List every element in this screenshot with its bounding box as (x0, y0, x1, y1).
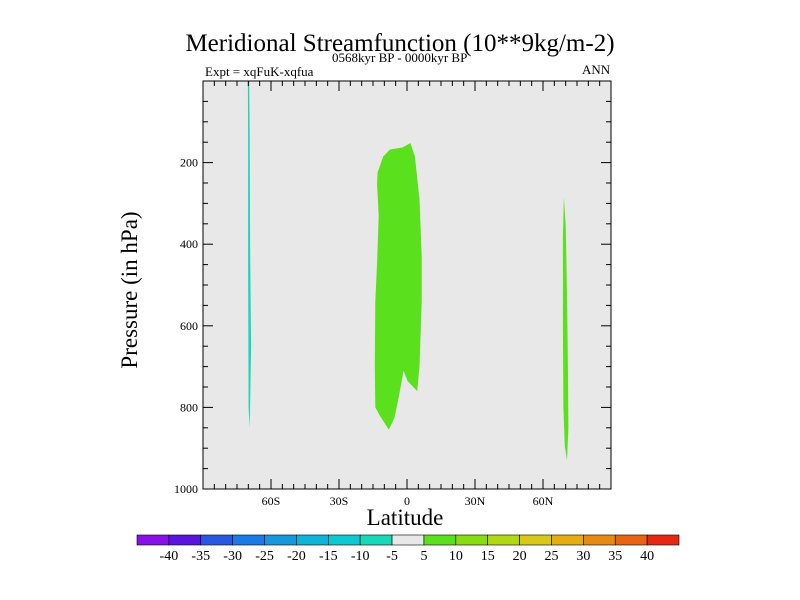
y-tick-label: 800 (180, 400, 198, 414)
y-tick-label: 200 (180, 156, 198, 170)
colorbar-swatch (391, 534, 425, 546)
colorbar-label: -5 (386, 549, 398, 564)
colorbar-label: 20 (513, 549, 527, 564)
nh-high-lat-positive (562, 197, 569, 461)
colorbar-swatch (551, 534, 584, 546)
period-label: 0568kyr BP - 0000kyr BP (332, 50, 468, 65)
x-tick-label: 60S (262, 494, 281, 508)
contour-regions (247, 81, 569, 461)
colorbar-label: -35 (191, 549, 210, 564)
y-tick-label: 600 (180, 319, 198, 333)
x-tick-label: 0 (404, 494, 410, 508)
colorbar-label: -10 (351, 549, 370, 564)
colorbar-swatch (296, 534, 329, 546)
colorbar-swatch (487, 534, 520, 546)
colorbar-label: 40 (640, 549, 654, 564)
x-tick-label: 30N (465, 494, 486, 508)
colorbar-swatch (232, 534, 265, 546)
colorbar: -40 -35 -30 -25 -20 -15 -10 -5 5 10 15 20 25 30 35 40 (136, 534, 680, 564)
y-axis-label: Pressure (in hPa) (117, 211, 142, 369)
colorbar-swatch (359, 534, 393, 546)
x-axis-label: Latitude (366, 505, 444, 530)
sh-high-lat-negative (247, 81, 252, 428)
colorbar-label: -30 (223, 549, 242, 564)
colorbar-swatch (614, 534, 648, 546)
colorbar-label: 10 (449, 549, 463, 564)
colorbar-label: 5 (420, 549, 427, 564)
colorbar-swatch (423, 534, 457, 546)
colorbar-label: 25 (544, 549, 558, 564)
colorbar-swatch (646, 534, 680, 546)
experiment-label: Expt = xqFuK-xqfua (205, 64, 314, 79)
chart-title: Meridional Streamfunction (10**9kg/m-2) (185, 30, 615, 57)
colorbar-label: -20 (287, 549, 306, 564)
colorbar-swatch (200, 534, 233, 546)
colorbar-swatch (455, 534, 489, 546)
colorbar-label: 15 (481, 549, 495, 564)
colorbar-swatch (168, 534, 202, 546)
colorbar-label: -40 (160, 549, 179, 564)
x-tick-label: 60N (533, 494, 554, 508)
colorbar-label: 35 (608, 549, 622, 564)
season-label: ANN (582, 62, 611, 77)
colorbar-swatch (519, 534, 552, 546)
y-tick-label: 400 (180, 237, 198, 251)
colorbar-swatch (327, 534, 361, 546)
y-tick-label: 1000 (174, 482, 198, 496)
colorbar-swatch (136, 534, 170, 546)
x-tick-label: 30S (330, 494, 349, 508)
colorbar-swatch (264, 534, 297, 546)
tropical-positive (374, 143, 422, 430)
axis-ticks: 60S 30S 0 30N 60N 200 400 600 800 1000 (174, 80, 612, 508)
colorbar-swatch (583, 534, 616, 546)
colorbar-label: 30 (576, 549, 590, 564)
colorbar-label: -25 (255, 549, 274, 564)
colorbar-label: -15 (319, 549, 338, 564)
